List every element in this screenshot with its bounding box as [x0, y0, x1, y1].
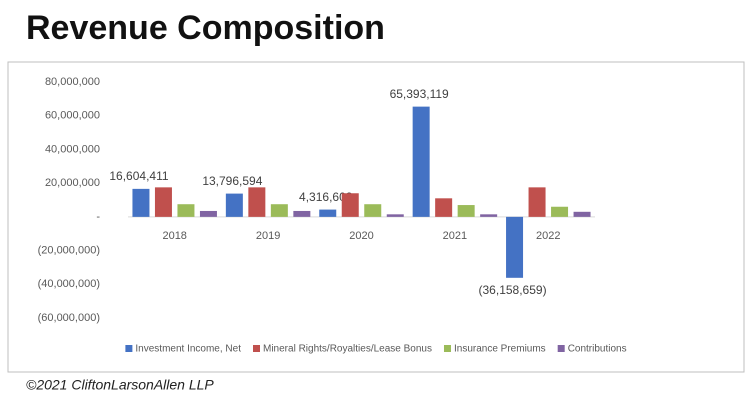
bar	[341, 193, 359, 217]
data-label: 16,604,411	[109, 169, 168, 183]
bar	[551, 206, 569, 217]
y-tick-label: (40,000,000)	[38, 278, 100, 290]
data-label: 65,393,119	[390, 87, 449, 101]
bar	[506, 216, 524, 278]
legend-label: Insurance Premiums	[454, 344, 546, 355]
bar	[480, 214, 498, 217]
bar	[270, 204, 288, 217]
legend-swatch	[253, 345, 260, 352]
bar	[364, 204, 382, 217]
y-tick-label: -	[96, 211, 100, 223]
legend-swatch	[443, 345, 451, 352]
bar	[457, 205, 475, 217]
x-tick-label: 2020	[349, 230, 373, 242]
y-tick-label: 20,000,000	[45, 177, 100, 189]
chart-title: Revenue Composition	[26, 9, 385, 47]
bar	[248, 187, 266, 217]
footer: ©2021 CliftonLarsonAllen LLP	[26, 377, 214, 393]
data-label: (36,158,659)	[479, 283, 547, 297]
legend-swatch	[125, 345, 133, 352]
bar	[386, 214, 404, 217]
bar	[199, 210, 217, 217]
bar	[319, 209, 337, 217]
x-tick-label: 2019	[256, 230, 280, 242]
chart-frame	[7, 61, 745, 373]
legend-label: Contributions	[568, 344, 627, 355]
bar	[177, 204, 195, 217]
y-tick-label: 80,000,000	[45, 76, 100, 88]
legend-swatch	[557, 345, 565, 352]
data-label: 4,316,602	[299, 190, 353, 204]
bar	[132, 188, 150, 217]
bar	[435, 198, 453, 217]
bar	[528, 187, 546, 217]
bar	[225, 193, 243, 217]
x-tick-label: 2021	[443, 230, 467, 242]
legend-label: Investment Income, Net	[135, 344, 241, 355]
y-tick-label: 40,000,000	[45, 143, 100, 155]
y-tick-label: (60,000,000)	[38, 312, 100, 324]
bar	[154, 187, 172, 217]
x-tick-label: 2022	[536, 230, 560, 242]
bar	[573, 211, 591, 217]
bar	[293, 210, 311, 217]
y-tick-label: (20,000,000)	[38, 244, 100, 256]
legend-label: Mineral Rights/Royalties/Lease Bonus	[263, 344, 432, 355]
bar	[412, 106, 430, 217]
y-tick-label: 60,000,000	[45, 110, 100, 122]
data-label: 13,796,594	[202, 174, 262, 188]
x-tick-label: 2018	[162, 230, 186, 242]
